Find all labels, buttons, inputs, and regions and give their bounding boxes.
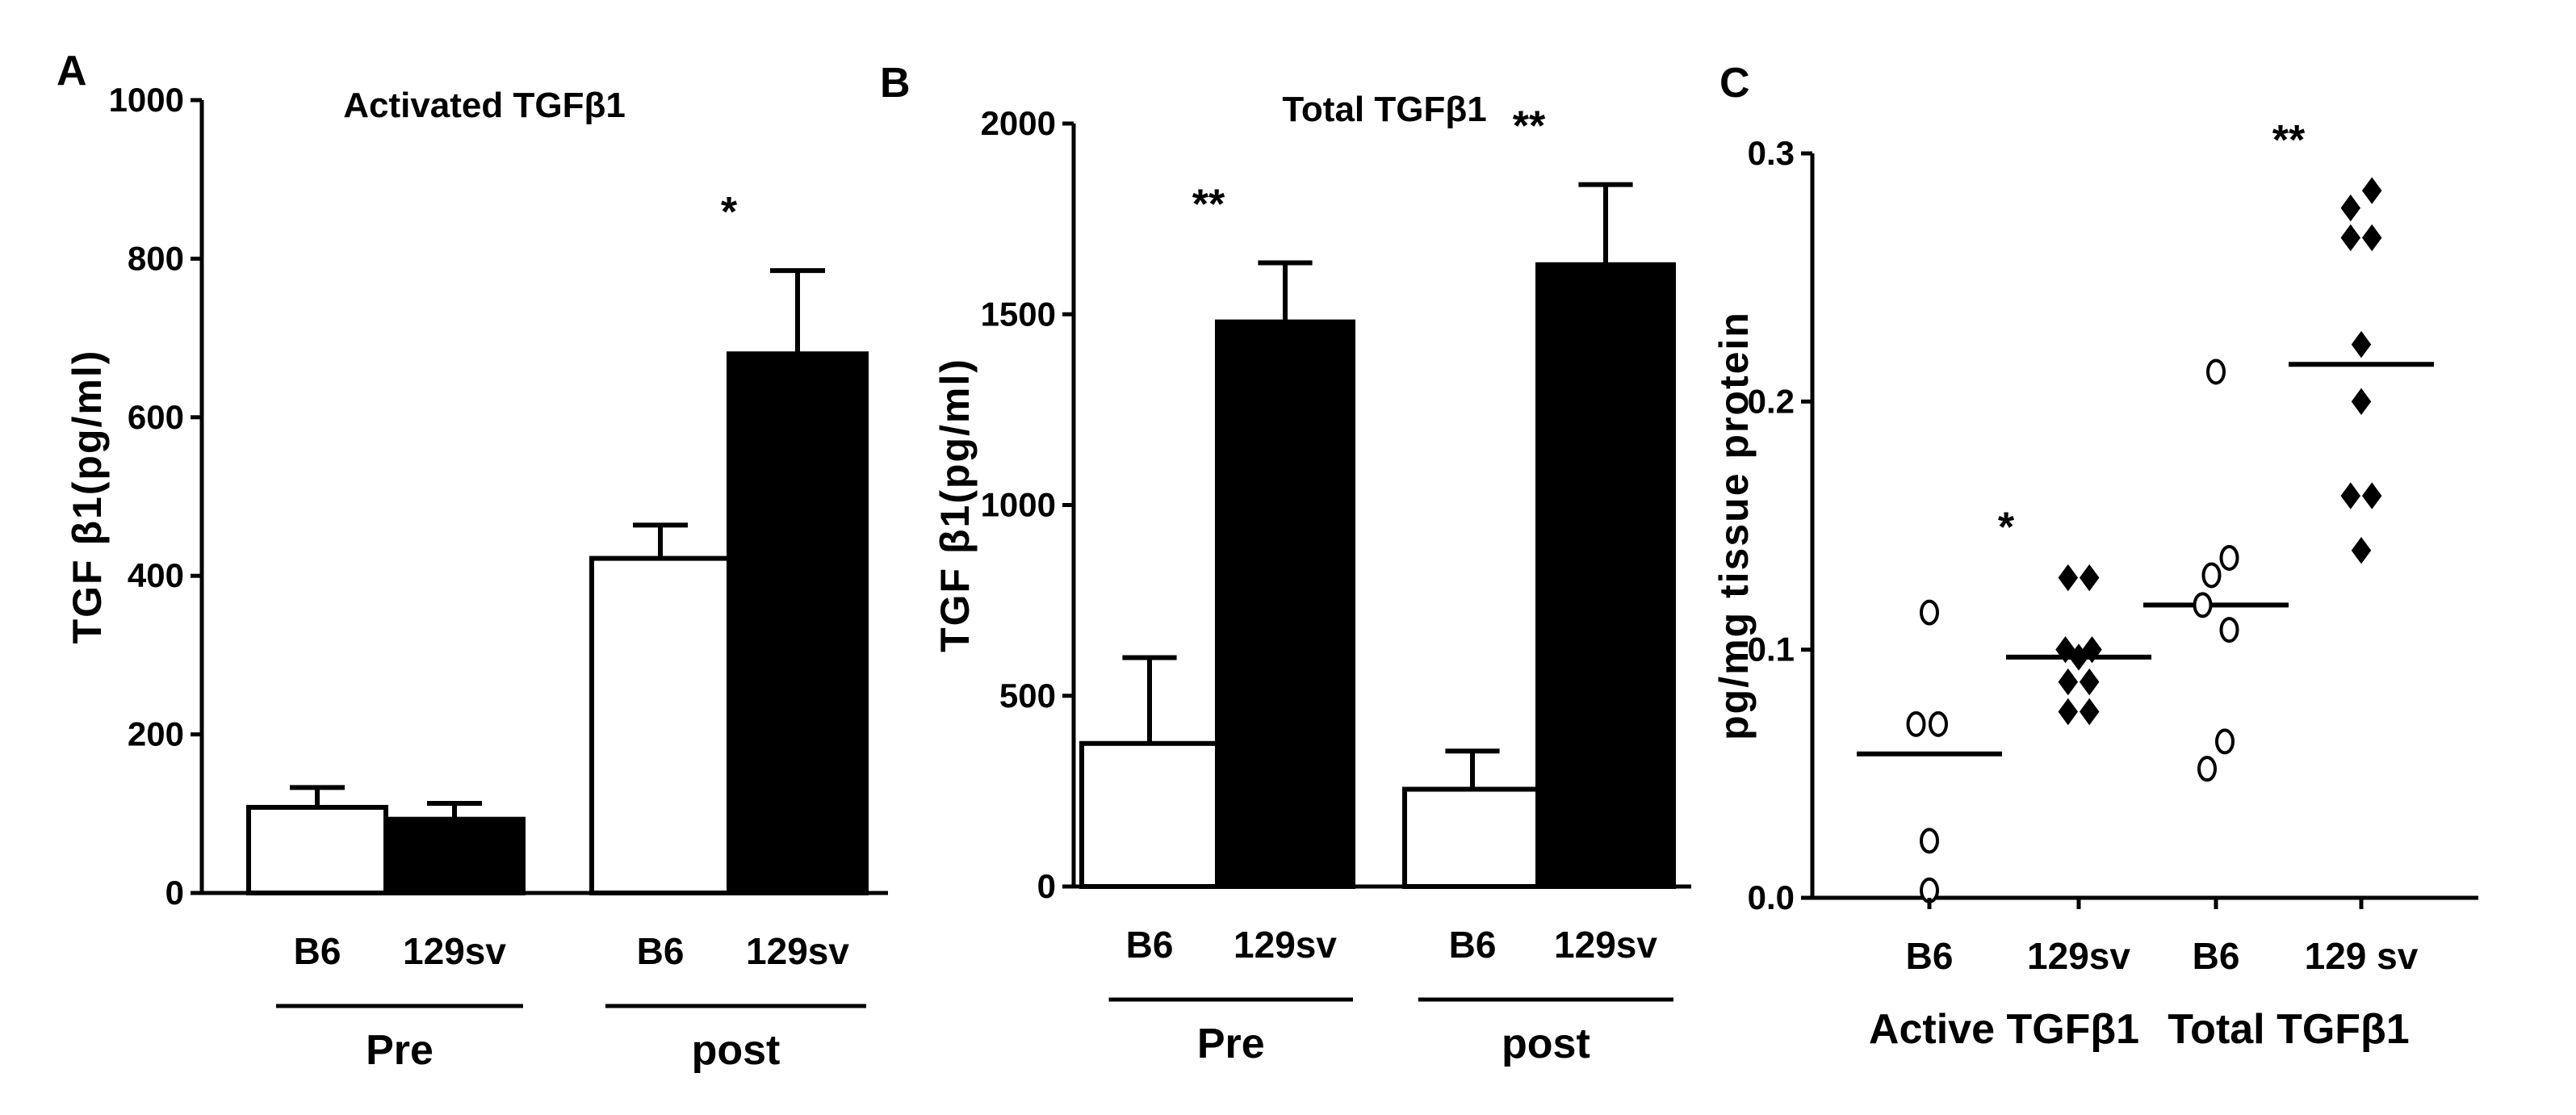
- category-label: B6: [1906, 935, 1954, 977]
- category-label: 129sv: [2027, 935, 2130, 977]
- significance-marker: **: [1513, 103, 1546, 150]
- category-label: B6: [1449, 924, 1497, 966]
- y-tick-label: 0.1: [1748, 631, 1795, 669]
- y-tick-label: 600: [128, 398, 184, 436]
- bar-129sv: [727, 351, 869, 895]
- data-point: [2351, 537, 2372, 564]
- group-label: Total TGFβ1: [2168, 1006, 2409, 1053]
- category-label: 129sv: [1234, 924, 1337, 966]
- category-label: B6: [2193, 935, 2240, 977]
- data-point: [2193, 592, 2213, 618]
- category-label: 129 sv: [2305, 935, 2419, 977]
- bar-b6: [246, 804, 388, 895]
- data-point: [2058, 698, 2079, 726]
- bar-129sv: [383, 816, 526, 896]
- data-point: [2219, 617, 2239, 643]
- data-point: [1906, 710, 1926, 737]
- panel-label: A: [57, 48, 87, 94]
- data-point: [2079, 698, 2100, 726]
- group-label: post: [692, 1027, 781, 1074]
- data-point: [2361, 224, 2382, 252]
- y-axis-label: TGF β1(pg/ml): [65, 350, 110, 644]
- category-label: 129sv: [403, 930, 506, 972]
- data-point: [2215, 728, 2235, 755]
- y-tick-label: 800: [128, 239, 184, 277]
- category-label: B6: [294, 930, 341, 972]
- bar-b6: [1402, 786, 1543, 890]
- y-tick-label: 500: [999, 677, 1056, 715]
- bar-b6: [1079, 740, 1220, 889]
- data-point: [2361, 177, 2382, 204]
- y-tick-label: 1000: [981, 486, 1056, 524]
- significance-marker: *: [1998, 505, 2015, 551]
- data-point: [2351, 330, 2372, 358]
- panel-label: C: [1719, 60, 1750, 107]
- data-point: [2082, 635, 2102, 664]
- data-point: [2079, 668, 2100, 696]
- y-axis-label: TGF β1(pg/ml): [932, 358, 978, 652]
- bar-129sv: [1535, 262, 1676, 889]
- panel-label: B: [880, 60, 911, 107]
- group-label: Pre: [1197, 1021, 1265, 1067]
- y-tick-label: 1000: [109, 81, 184, 119]
- group-label: post: [1502, 1021, 1590, 1067]
- data-point: [2079, 564, 2100, 592]
- chart-title: Activated TGFβ1: [343, 86, 626, 125]
- chart-title: Total TGFβ1: [1282, 90, 1486, 129]
- category-label: 129sv: [746, 930, 849, 972]
- y-tick-label: 1500: [981, 295, 1056, 333]
- group-label: Active TGFβ1: [1869, 1006, 2139, 1053]
- data-point: [2340, 224, 2361, 252]
- data-point: [2340, 482, 2361, 509]
- data-point: [2197, 756, 2217, 782]
- data-point: [2068, 643, 2089, 671]
- data-point: [2206, 358, 2226, 385]
- data-point: [1920, 599, 1939, 626]
- bar-b6: [589, 555, 731, 895]
- bar-129sv: [1215, 319, 1355, 889]
- data-point: [2340, 194, 2361, 222]
- y-tick-label: 0.0: [1748, 878, 1795, 916]
- significance-marker: **: [2272, 117, 2306, 164]
- data-point: [1929, 710, 1948, 737]
- y-tick-label: 0: [165, 874, 184, 912]
- data-point: [2351, 388, 2372, 416]
- y-axis-label: pg/mg tissue protein: [1711, 311, 1757, 740]
- y-tick-label: 2000: [981, 104, 1056, 142]
- category-label: B6: [637, 930, 685, 972]
- category-label: 129sv: [1554, 924, 1657, 966]
- data-point: [2058, 564, 2079, 592]
- y-tick-label: 0: [1037, 867, 1056, 905]
- data-point: [2201, 562, 2222, 589]
- group-label: Pre: [366, 1027, 434, 1074]
- y-tick-label: 200: [128, 715, 184, 753]
- significance-marker: **: [1192, 181, 1225, 228]
- y-tick-label: 0.2: [1748, 382, 1795, 420]
- data-point: [2058, 668, 2079, 696]
- significance-marker: *: [721, 189, 738, 236]
- y-tick-label: 400: [128, 556, 184, 594]
- data-point: [1920, 828, 1939, 854]
- data-point: [2361, 482, 2382, 509]
- data-point: [2219, 544, 2239, 571]
- category-label: B6: [1126, 924, 1174, 966]
- data-point: [2055, 635, 2075, 664]
- y-tick-label: 0.3: [1748, 134, 1795, 172]
